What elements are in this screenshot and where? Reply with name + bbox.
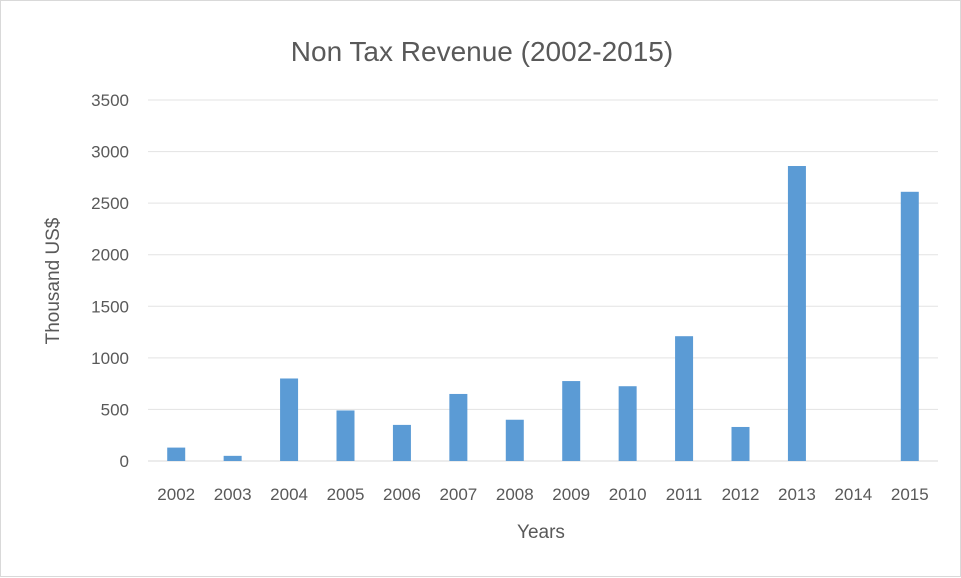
bar-2013 <box>787 166 806 462</box>
y-tick-label: 1000 <box>91 349 129 368</box>
x-tick-label: 2015 <box>891 485 929 504</box>
y-tick-label: 500 <box>101 400 129 419</box>
x-tick-label: 2004 <box>270 485 308 504</box>
x-tick-label: 2005 <box>327 485 365 504</box>
x-tick-label: 2002 <box>157 485 195 504</box>
x-tick-label: 2010 <box>609 485 647 504</box>
y-tick-label: 0 <box>120 452 129 471</box>
y-axis-label: Thousand US$ <box>43 217 64 344</box>
y-tick-label: 3000 <box>91 143 129 162</box>
bar-2003 <box>223 455 242 461</box>
bar-2009 <box>562 381 581 461</box>
bar-2012 <box>731 426 750 461</box>
y-tick-label: 1500 <box>91 297 129 316</box>
bar-2006 <box>392 424 411 461</box>
bars <box>167 166 919 462</box>
x-axis-label: Years <box>517 522 565 543</box>
x-tick-label: 2008 <box>496 485 534 504</box>
x-tick-label: 2003 <box>214 485 252 504</box>
bar-2011 <box>675 336 694 461</box>
bar-2010 <box>618 386 637 461</box>
chart-title: Non Tax Revenue (2002-2015) <box>291 36 673 67</box>
bar-2005 <box>336 410 355 461</box>
x-tick-label: 2011 <box>666 485 703 504</box>
bar-2008 <box>505 419 524 461</box>
x-tick-label: 2014 <box>834 485 872 504</box>
y-tick-label: 2500 <box>91 194 129 213</box>
y-axis-ticks: 0 500 1000 1500 2000 2500 3000 3500 <box>91 91 129 471</box>
x-tick-label: 2007 <box>439 485 477 504</box>
x-tick-label: 2012 <box>722 485 760 504</box>
bar-2002 <box>167 447 186 461</box>
bar-2015 <box>900 191 919 461</box>
x-axis-ticks: 2002 2003 2004 2005 2006 2007 2008 2009 2010 2011… <box>157 485 928 504</box>
bar-2004 <box>280 378 299 461</box>
y-tick-label: 2000 <box>91 246 129 265</box>
gridlines <box>148 99 938 462</box>
x-tick-label: 2013 <box>778 485 816 504</box>
x-tick-label: 2009 <box>552 485 590 504</box>
y-tick-label: 3500 <box>91 91 129 110</box>
bar-2007 <box>449 393 468 461</box>
x-tick-label: 2006 <box>383 485 421 504</box>
